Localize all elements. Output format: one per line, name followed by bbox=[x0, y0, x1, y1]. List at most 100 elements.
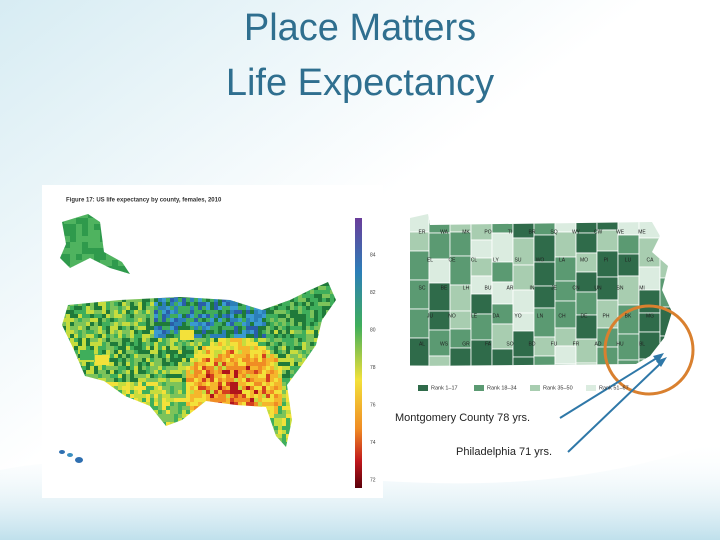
county-cell bbox=[274, 310, 279, 315]
county-cell bbox=[78, 326, 83, 331]
county-cell bbox=[238, 394, 243, 399]
county-cell bbox=[278, 430, 283, 435]
county-cell bbox=[206, 382, 211, 387]
county-cell bbox=[238, 334, 243, 339]
county-cell bbox=[150, 390, 155, 395]
county-cell bbox=[262, 314, 267, 319]
county-cell bbox=[106, 378, 111, 383]
county-cell bbox=[122, 318, 127, 323]
county-cell bbox=[230, 390, 235, 395]
county-cell bbox=[114, 358, 119, 363]
county-cell bbox=[158, 330, 163, 335]
county-cell bbox=[206, 330, 211, 335]
county-cell bbox=[290, 302, 295, 307]
county-cell bbox=[138, 326, 143, 331]
county bbox=[575, 232, 598, 254]
county-cell bbox=[70, 230, 77, 237]
county-label: BL bbox=[639, 341, 645, 347]
county-cell bbox=[278, 362, 283, 367]
county-cell bbox=[182, 398, 187, 403]
county-cell bbox=[302, 310, 307, 315]
county-cell bbox=[250, 370, 255, 375]
county-cell bbox=[142, 398, 147, 403]
county-cell bbox=[206, 350, 211, 355]
county-cell bbox=[286, 422, 291, 427]
county-cell bbox=[174, 378, 179, 383]
county-cell bbox=[242, 358, 247, 363]
county-cell bbox=[114, 378, 119, 383]
county-cell bbox=[282, 342, 287, 347]
county-cell bbox=[130, 374, 135, 379]
county-cell bbox=[178, 342, 183, 347]
county-cell bbox=[70, 330, 75, 335]
county-cell bbox=[270, 370, 275, 375]
county-label: GR bbox=[462, 341, 470, 347]
county-cell bbox=[162, 402, 167, 407]
county-cell bbox=[194, 378, 199, 383]
county-cell bbox=[294, 306, 299, 311]
county-cell bbox=[110, 366, 115, 371]
county-cell bbox=[246, 370, 251, 375]
county-cell bbox=[122, 370, 127, 375]
county-cell bbox=[70, 242, 77, 249]
county-label: NO bbox=[448, 313, 456, 319]
county-cell bbox=[282, 346, 287, 351]
county-cell bbox=[70, 218, 77, 225]
county-cell bbox=[174, 390, 179, 395]
county-cell bbox=[110, 334, 115, 339]
county-cell bbox=[210, 318, 215, 323]
county-cell bbox=[162, 334, 167, 339]
county-cell bbox=[126, 302, 131, 307]
county-cell bbox=[230, 398, 235, 403]
county-cell bbox=[134, 322, 139, 327]
county-cell bbox=[166, 394, 171, 399]
county-cell bbox=[238, 374, 243, 379]
county-cell bbox=[266, 394, 271, 399]
county-cell bbox=[76, 230, 83, 237]
county-cell bbox=[64, 230, 71, 237]
county-cell bbox=[246, 314, 251, 319]
county-cell bbox=[326, 282, 331, 287]
county-cell bbox=[238, 310, 243, 315]
county-cell bbox=[158, 362, 163, 367]
county-cell bbox=[206, 358, 211, 363]
county-label: MK bbox=[462, 229, 470, 235]
county-cell bbox=[250, 334, 255, 339]
county-cell bbox=[290, 362, 295, 367]
county-cell bbox=[258, 366, 263, 371]
county-cell bbox=[126, 314, 131, 319]
county-cell bbox=[98, 350, 103, 355]
county-cell bbox=[214, 306, 219, 311]
county-cell bbox=[282, 350, 287, 355]
county-cell bbox=[78, 306, 83, 311]
county-cell bbox=[194, 342, 199, 347]
county-cell bbox=[222, 374, 227, 379]
county-cell bbox=[298, 338, 303, 343]
county-cell bbox=[94, 230, 101, 237]
county-cell bbox=[282, 386, 287, 391]
county-cell bbox=[126, 350, 131, 355]
county-cell bbox=[162, 378, 167, 383]
county-cell bbox=[190, 302, 195, 307]
county-cell bbox=[178, 310, 183, 315]
county-cell bbox=[150, 398, 155, 403]
county-cell bbox=[278, 354, 283, 359]
county-cell bbox=[230, 330, 235, 335]
county-cell bbox=[154, 354, 159, 359]
county-cell bbox=[118, 310, 123, 315]
county-cell bbox=[162, 370, 167, 375]
county-cell bbox=[186, 350, 191, 355]
county-cell bbox=[282, 406, 287, 411]
county-cell bbox=[134, 314, 139, 319]
county-cell bbox=[254, 330, 259, 335]
county-cell bbox=[282, 442, 287, 447]
county-cell bbox=[322, 306, 327, 311]
county-cell bbox=[60, 254, 65, 261]
county-cell bbox=[182, 298, 187, 303]
county-cell bbox=[190, 338, 195, 343]
county-label: BE bbox=[441, 285, 448, 291]
county-cell bbox=[146, 350, 151, 355]
county-cell bbox=[246, 362, 251, 367]
county-cell bbox=[282, 398, 287, 403]
county-cell bbox=[258, 382, 263, 387]
